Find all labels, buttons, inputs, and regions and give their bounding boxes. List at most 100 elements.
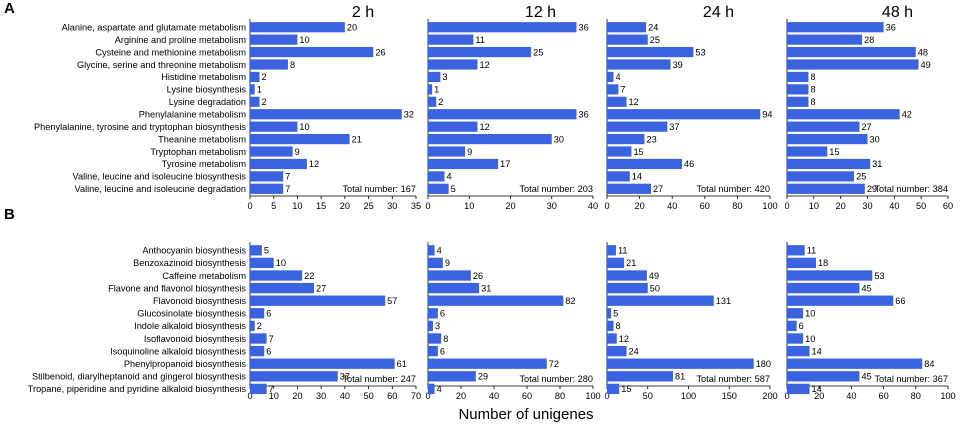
x-tick-label: 30 — [316, 391, 326, 401]
bar — [428, 133, 552, 145]
bar-value-label: 49 — [920, 60, 930, 70]
bar — [428, 171, 445, 182]
x-tick-label: 0 — [604, 391, 609, 401]
bar-value-label: 5 — [264, 246, 269, 256]
bar-value-label: 8 — [810, 97, 815, 107]
bar — [607, 295, 714, 306]
bar — [428, 295, 564, 306]
bar-value-label: 3 — [435, 321, 440, 331]
bar — [428, 109, 577, 120]
bar — [428, 257, 443, 269]
x-tick-label: 10 — [809, 201, 819, 211]
bar-value-label: 61 — [397, 359, 407, 369]
bar — [787, 71, 809, 83]
x-tick-label: 0 — [784, 391, 789, 401]
bar-value-label: 27 — [316, 283, 326, 293]
bar — [787, 158, 871, 170]
bar — [607, 308, 612, 319]
bar-value-label: 10 — [805, 309, 815, 319]
bar — [607, 158, 682, 170]
bar — [428, 345, 438, 357]
bar — [607, 183, 652, 194]
total-number-label: Total number: 167 — [342, 184, 416, 194]
bar-value-label: 4 — [447, 172, 452, 182]
x-tick-label: 10 — [464, 201, 474, 211]
category-label: Glycine, serine and threonine metabolism — [77, 60, 246, 70]
category-label: Tropane, piperidine and pyridine alkaloi… — [28, 384, 247, 394]
bar-value-label: 31 — [481, 283, 491, 293]
x-tick-label: 0 — [784, 201, 789, 211]
bar — [787, 295, 894, 306]
bar-value-label: 49 — [649, 271, 659, 281]
bar-value-label: 32 — [404, 110, 414, 120]
bar-value-label: 72 — [549, 359, 559, 369]
bar — [250, 34, 298, 45]
bar — [607, 245, 616, 256]
bar-value-label: 8 — [290, 60, 295, 70]
bar — [428, 282, 480, 294]
bar — [428, 371, 476, 382]
bar-value-label: 39 — [673, 60, 683, 70]
x-tick-label: 60 — [387, 391, 397, 401]
bar-value-label: 25 — [856, 172, 866, 182]
bar-value-label: 15 — [829, 147, 839, 157]
x-tick-label: 40 — [889, 201, 899, 211]
bar-value-label: 10 — [805, 334, 815, 344]
bar-value-label: 84 — [924, 359, 934, 369]
category-label: Glucosinolate biosynthesis — [137, 309, 246, 319]
bar — [428, 84, 433, 95]
category-label: Lysine biosynthesis — [167, 85, 247, 95]
bar-value-label: 36 — [579, 110, 589, 120]
bar-value-label: 12 — [480, 122, 490, 132]
bar — [787, 96, 809, 107]
category-label: Phenylpropanoid biosynthesis — [124, 359, 246, 369]
bar-value-label: 21 — [352, 134, 362, 144]
bar-value-label: 30 — [870, 134, 880, 144]
category-label: Caffeine metabolism — [162, 271, 246, 281]
category-label: Valine, leucine and isoleucine degradati… — [75, 184, 246, 194]
bar-value-label: 17 — [500, 159, 510, 169]
bar — [428, 358, 547, 369]
bar-value-label: 36 — [886, 23, 896, 33]
bar — [607, 46, 694, 58]
total-number-label: Total number: 587 — [696, 374, 770, 384]
bar-value-label: 6 — [266, 346, 271, 356]
x-tick-label: 0 — [425, 201, 430, 211]
bar-value-label: 37 — [669, 122, 679, 132]
bar — [607, 96, 627, 107]
total-number-label: Total number: 203 — [519, 184, 593, 194]
category-label: Tyrosine metabolism — [162, 159, 247, 169]
category-label: Arginine and proline metabolism — [115, 35, 247, 45]
bar-value-label: 21 — [626, 258, 636, 268]
category-label: Valine, leucine and isoleucine biosynthe… — [73, 172, 247, 182]
bar-value-label: 7 — [285, 184, 290, 194]
bar-value-label: 29 — [478, 372, 488, 382]
bar-value-label: 2 — [261, 72, 266, 82]
bar-value-label: 3 — [442, 72, 447, 82]
x-tick-label: 35 — [411, 201, 421, 211]
category-label: Benzoxazinoid biosynthesis — [133, 258, 246, 268]
total-number-label: Total number: 420 — [696, 184, 770, 194]
bar — [787, 34, 863, 45]
bar-value-label: 8 — [616, 321, 621, 331]
bar — [607, 84, 619, 95]
bar-value-label: 6 — [440, 346, 445, 356]
total-number-label: Total number: 384 — [874, 184, 948, 194]
bar-value-label: 36 — [579, 23, 589, 33]
bar — [607, 34, 648, 45]
bar — [250, 146, 293, 157]
bar — [428, 158, 499, 170]
bar-value-label: 46 — [684, 159, 694, 169]
bar-value-label: 30 — [554, 134, 564, 144]
x-tick-label: 70 — [411, 391, 421, 401]
panel-label: A — [4, 0, 15, 17]
timepoint-label: 24 h — [703, 4, 734, 21]
x-axis-title: Number of unigenes — [458, 406, 593, 423]
bar — [607, 121, 668, 132]
bar — [250, 158, 307, 170]
x-tick-label: 80 — [911, 391, 921, 401]
bar-value-label: 53 — [874, 271, 884, 281]
bar — [787, 257, 816, 269]
bar-value-label: 94 — [762, 110, 772, 120]
bar-value-label: 15 — [633, 147, 643, 157]
